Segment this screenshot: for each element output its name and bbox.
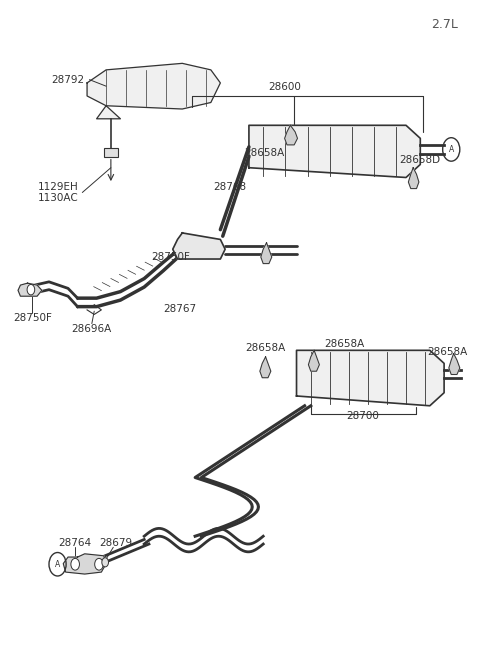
Polygon shape (285, 125, 298, 145)
Circle shape (102, 558, 108, 567)
Text: 28658A: 28658A (244, 148, 285, 158)
Circle shape (27, 284, 35, 295)
Text: 1130AC: 1130AC (38, 193, 79, 203)
Polygon shape (297, 350, 444, 405)
Polygon shape (309, 350, 319, 371)
Text: 28767: 28767 (163, 304, 196, 314)
Text: 28658A: 28658A (324, 339, 364, 349)
Text: 2.7L: 2.7L (431, 18, 457, 31)
Polygon shape (261, 243, 272, 263)
Text: 28600: 28600 (268, 83, 301, 92)
Text: 28764: 28764 (59, 538, 92, 548)
Polygon shape (260, 357, 271, 378)
Text: A: A (449, 145, 454, 154)
Text: 1129EH: 1129EH (38, 182, 79, 193)
Polygon shape (18, 283, 42, 296)
Text: 28792: 28792 (51, 75, 84, 84)
Text: A: A (55, 560, 60, 569)
Polygon shape (173, 233, 225, 259)
Text: 28700: 28700 (347, 411, 380, 421)
Text: 28696A: 28696A (72, 324, 112, 334)
Polygon shape (87, 64, 220, 109)
Text: 28750F: 28750F (151, 252, 190, 262)
Circle shape (71, 558, 80, 570)
Text: 28658A: 28658A (245, 343, 286, 353)
Circle shape (95, 558, 103, 570)
Polygon shape (96, 105, 120, 119)
Polygon shape (104, 148, 118, 157)
Text: 28768: 28768 (213, 182, 246, 193)
Text: 28750F: 28750F (13, 312, 52, 323)
Polygon shape (249, 125, 420, 178)
Polygon shape (63, 554, 106, 574)
Text: 28658D: 28658D (399, 155, 440, 165)
Text: 28658A: 28658A (427, 347, 468, 357)
Polygon shape (408, 168, 419, 189)
Text: 28679: 28679 (99, 538, 132, 548)
Polygon shape (449, 354, 460, 375)
